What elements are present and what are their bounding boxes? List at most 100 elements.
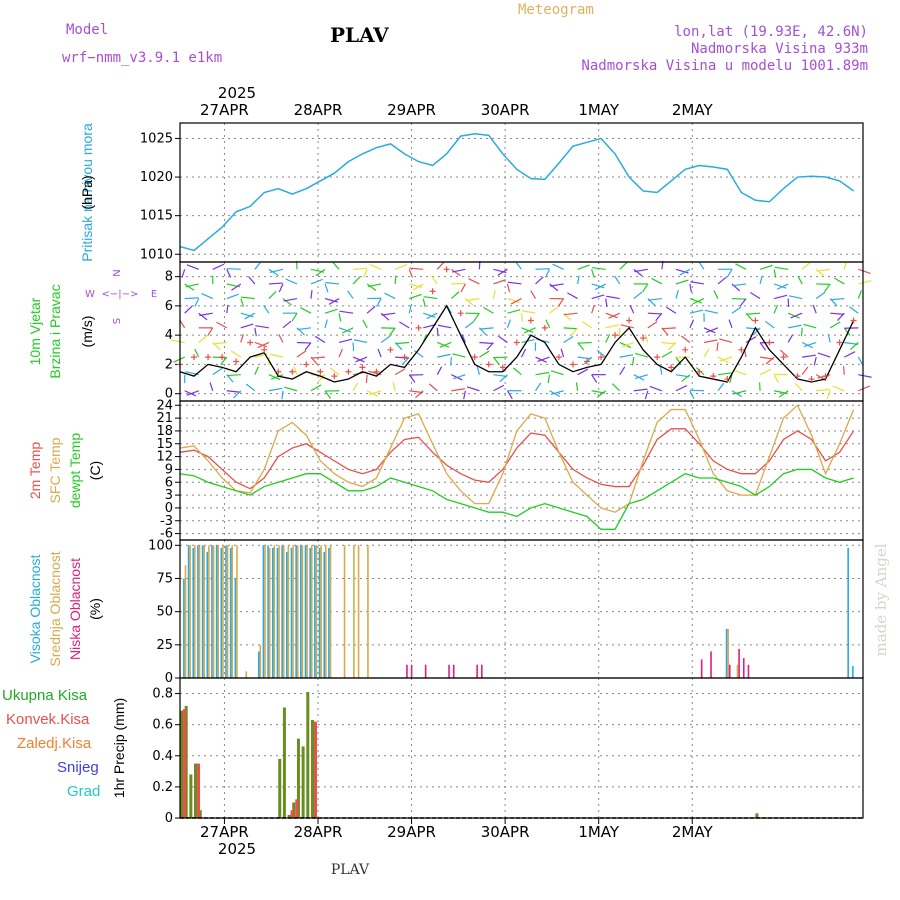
wind-arrow	[829, 321, 841, 329]
cloud-bar	[236, 545, 238, 678]
gust-marker	[710, 373, 717, 380]
wind-arrow	[324, 319, 328, 328]
wind-arrow	[591, 304, 595, 314]
precip-bar	[301, 746, 305, 818]
wind-arrow	[689, 389, 704, 392]
x-axis: 27APR 27APR 28APR 28APR 29APR 29APR 30APR 30APR…	[200, 101, 713, 841]
wind-arrow	[675, 385, 688, 392]
gust-marker	[373, 368, 380, 375]
wind-arrow	[506, 283, 511, 293]
wind-arrow	[773, 294, 788, 300]
wind-arrow	[338, 348, 343, 358]
wind-arrow	[605, 324, 619, 329]
cloud-bar	[710, 651, 712, 678]
wind-arrow	[773, 304, 779, 314]
cloud-bar	[268, 547, 271, 678]
wind-arrow	[731, 390, 743, 398]
wind-arrow	[726, 269, 733, 278]
compass-n: N	[112, 269, 123, 276]
wind-arrow	[483, 306, 494, 314]
wind-arrow	[389, 327, 396, 336]
cloud-bar	[747, 664, 750, 678]
model-elevation: Nadmorska Visina u modelu 1001.89m	[581, 58, 868, 74]
gust-marker	[583, 358, 590, 365]
wind-arrow	[675, 279, 689, 285]
wind-arrow	[296, 350, 307, 358]
x-tick-top: 27APR	[200, 101, 249, 119]
wind-arrow	[245, 383, 256, 392]
wind-arrow	[355, 356, 368, 363]
wind-arrow	[549, 283, 559, 292]
wind-arrow	[675, 268, 689, 274]
wind-arrow	[661, 341, 676, 345]
wind-arrow	[816, 268, 831, 272]
cloud-bar	[343, 545, 346, 678]
wind-arrow	[310, 290, 313, 299]
y-tick-label: 0.4	[152, 749, 173, 764]
wind-arrow	[816, 388, 831, 392]
cloud-bar	[309, 547, 311, 678]
wind-arrow	[408, 374, 416, 383]
wind-arrow	[426, 312, 438, 320]
wind-arrow	[173, 356, 185, 363]
wind-arrow	[324, 308, 338, 314]
wind-arrow	[254, 261, 262, 270]
y-tick-label: 3	[165, 488, 173, 503]
wind-arrow	[698, 261, 705, 270]
cloud-bar	[328, 547, 330, 678]
precip-bar	[287, 814, 291, 818]
model-label: Model	[66, 22, 108, 38]
wind-arrow	[788, 295, 803, 300]
wind-arrow	[493, 384, 505, 392]
axis-title: (m/s)	[79, 316, 95, 348]
wind-arrow	[703, 339, 718, 344]
wind-arrow	[739, 298, 747, 307]
gust-marker	[696, 368, 703, 375]
wind-arrow	[535, 268, 550, 270]
wind-arrow	[353, 339, 368, 344]
wind-arrow	[858, 374, 872, 378]
wind-arrow	[661, 327, 676, 330]
wind-arrow	[633, 268, 643, 277]
wind-arrow	[790, 312, 803, 319]
wind-arrow	[642, 283, 649, 293]
wind-arrow	[352, 382, 359, 392]
precip-bar	[313, 721, 317, 818]
wind-arrow	[530, 290, 537, 299]
gust-marker	[541, 324, 548, 331]
axis-title: Visoka Oblacnost	[27, 555, 43, 664]
wind-arrow	[550, 390, 564, 396]
wind-arrow	[231, 283, 242, 291]
wind-arrow	[499, 374, 508, 383]
wind-arrow	[719, 338, 733, 344]
wind-arrow	[437, 353, 451, 358]
wind-arrow	[733, 390, 747, 395]
wind-arrow	[591, 269, 595, 278]
wind-arrow	[605, 312, 618, 319]
wind-arrow	[830, 312, 845, 315]
precip-bar	[184, 706, 188, 818]
wind-arrow	[635, 352, 648, 358]
wind-arrow	[461, 334, 466, 343]
wind-arrow	[362, 319, 368, 329]
wind-arrow	[450, 268, 461, 277]
wind-arrow	[468, 278, 480, 285]
wind-arrow	[777, 283, 789, 290]
wind-arrow	[716, 342, 719, 351]
gust-marker	[640, 335, 647, 342]
wind-arrow	[423, 312, 436, 318]
cloud-bar	[727, 628, 729, 678]
y-tick-label: 50	[156, 605, 173, 620]
wind-arrow	[392, 382, 396, 391]
wind-arrow	[226, 293, 239, 300]
x-tick-top: 30APR	[481, 101, 530, 119]
wind-arrow	[843, 327, 851, 336]
wind-arrow	[608, 312, 620, 319]
wind-arrow	[813, 356, 817, 366]
wind-arrow	[817, 352, 831, 358]
gust-marker	[766, 339, 773, 346]
wind-arrow	[826, 390, 831, 400]
cloud-bar	[320, 545, 322, 678]
gust-marker	[612, 332, 619, 339]
y-tick-label: 2	[165, 357, 173, 372]
